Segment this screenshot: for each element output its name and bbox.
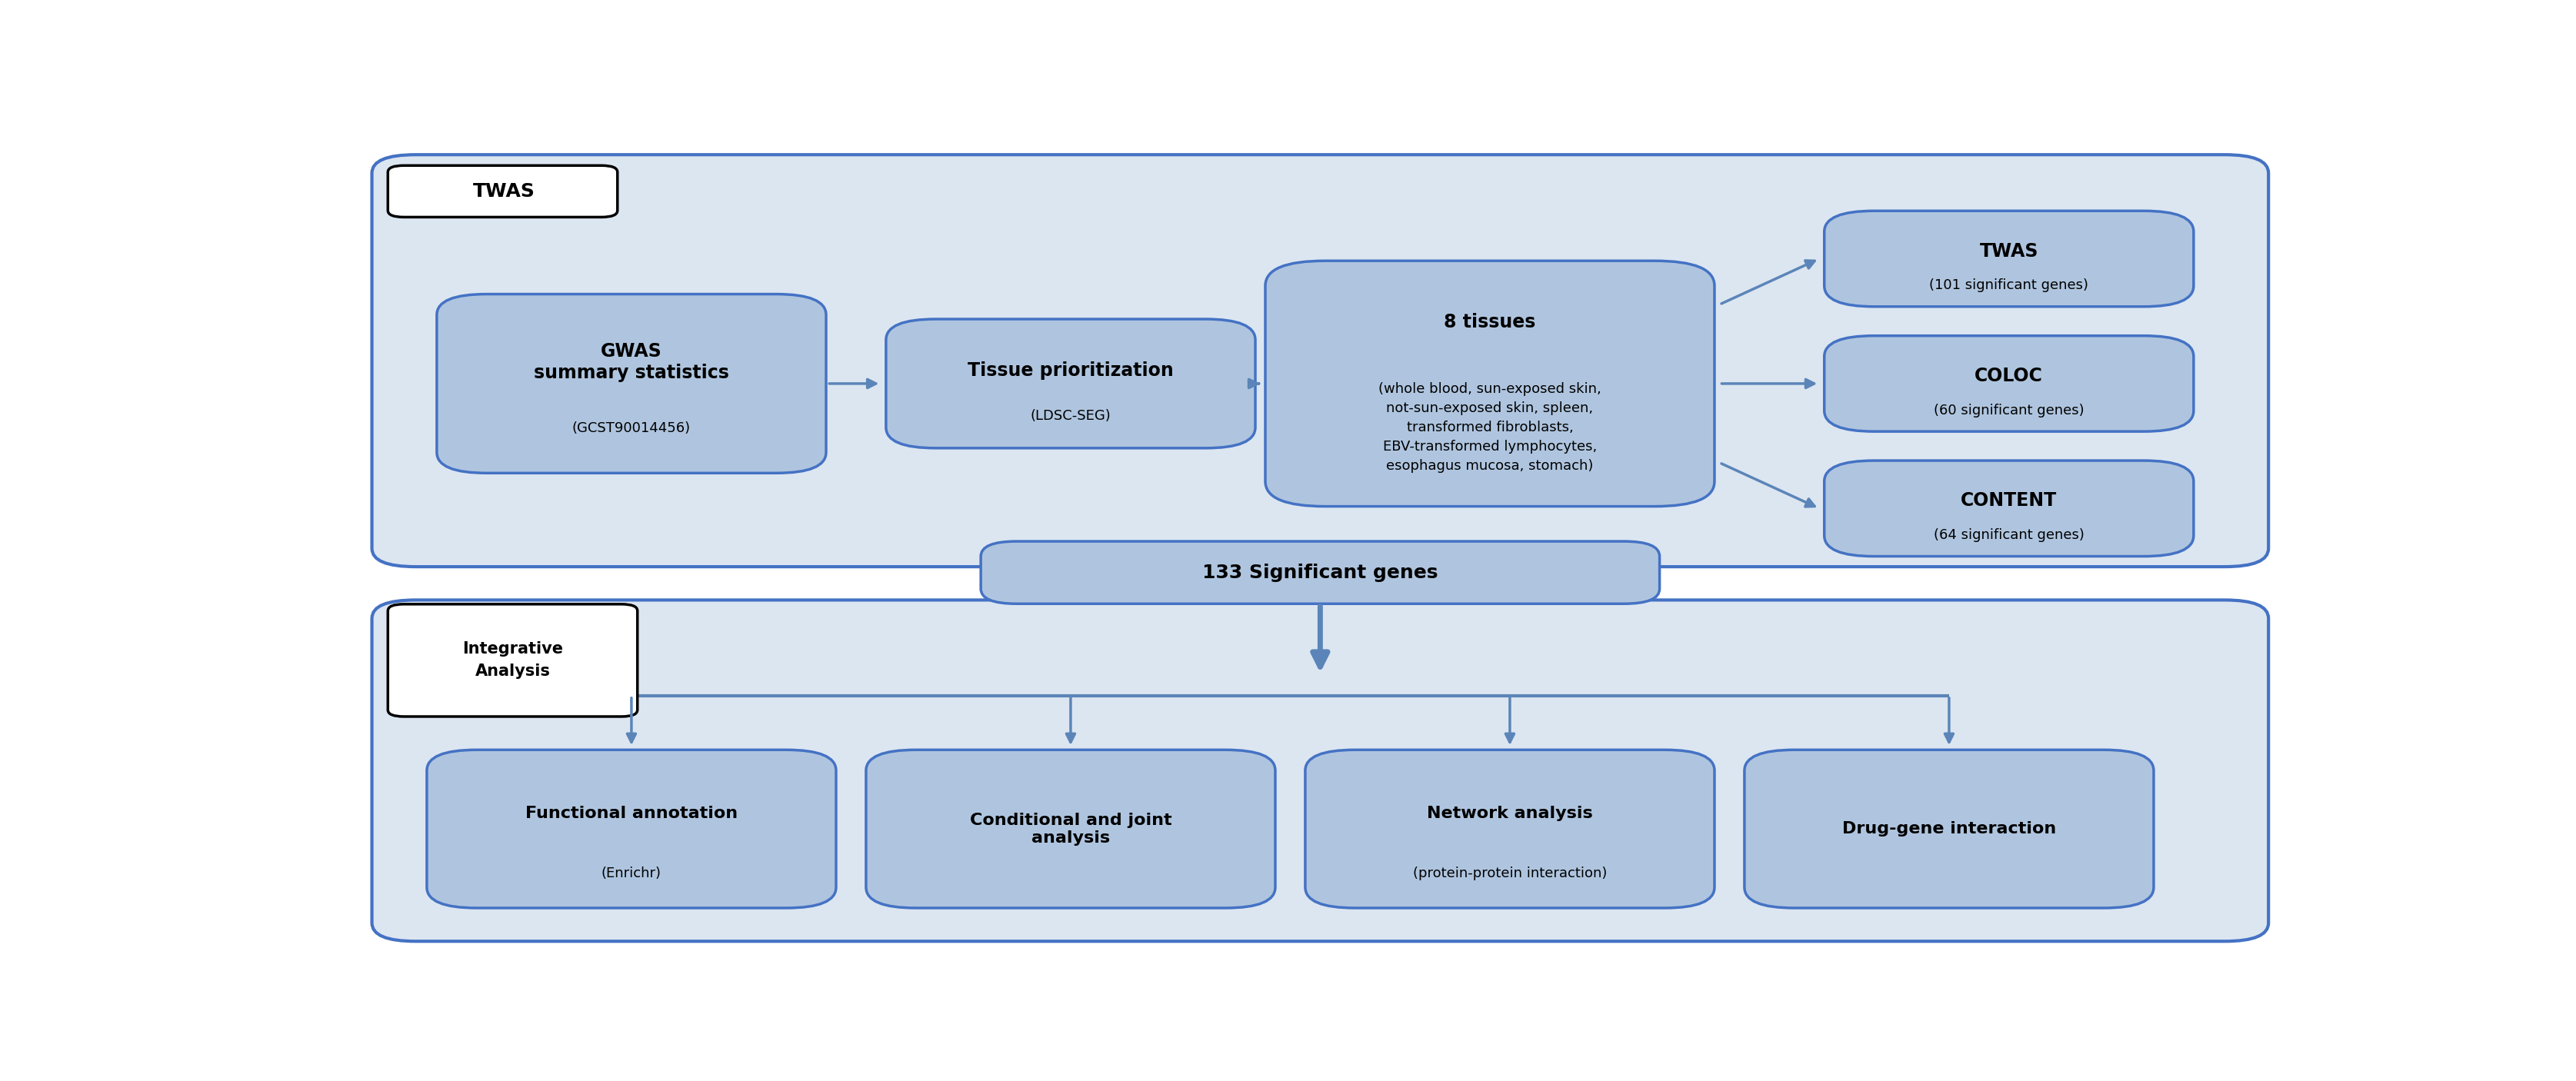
FancyBboxPatch shape [371, 600, 2269, 942]
Text: 133 Significant genes: 133 Significant genes [1203, 563, 1437, 582]
Text: TWAS: TWAS [471, 182, 536, 201]
FancyBboxPatch shape [1744, 750, 2154, 908]
FancyBboxPatch shape [389, 604, 636, 717]
FancyBboxPatch shape [1306, 750, 1716, 908]
Text: TWAS: TWAS [1978, 242, 2038, 261]
Text: GWAS
summary statistics: GWAS summary statistics [533, 343, 729, 382]
Text: (whole blood, sun-exposed skin,
not-sun-exposed skin, spleen,
transformed fibrob: (whole blood, sun-exposed skin, not-sun-… [1378, 383, 1602, 473]
Text: Network analysis: Network analysis [1427, 805, 1592, 820]
Text: CONTENT: CONTENT [1960, 492, 2058, 510]
Text: (60 significant genes): (60 significant genes) [1935, 403, 2084, 417]
Text: (64 significant genes): (64 significant genes) [1935, 529, 2084, 543]
Text: Drug-gene interaction: Drug-gene interaction [1842, 822, 2056, 837]
FancyBboxPatch shape [1824, 336, 2195, 431]
Text: Functional annotation: Functional annotation [526, 805, 737, 820]
FancyBboxPatch shape [886, 319, 1255, 449]
FancyBboxPatch shape [1265, 261, 1716, 506]
Text: COLOC: COLOC [1976, 366, 2043, 385]
Text: 8 tissues: 8 tissues [1445, 313, 1535, 332]
Text: Tissue prioritization: Tissue prioritization [969, 361, 1175, 379]
FancyBboxPatch shape [389, 165, 618, 217]
Text: (LDSC-SEG): (LDSC-SEG) [1030, 409, 1110, 423]
Text: Conditional and joint
analysis: Conditional and joint analysis [969, 812, 1172, 845]
Text: Integrative
Analysis: Integrative Analysis [461, 641, 564, 679]
FancyBboxPatch shape [438, 294, 827, 473]
FancyBboxPatch shape [371, 155, 2269, 566]
FancyBboxPatch shape [1824, 211, 2195, 307]
Text: (GCST90014456): (GCST90014456) [572, 422, 690, 436]
FancyBboxPatch shape [866, 750, 1275, 908]
FancyBboxPatch shape [428, 750, 837, 908]
Text: (protein-protein interaction): (protein-protein interaction) [1412, 866, 1607, 880]
Text: (101 significant genes): (101 significant genes) [1929, 279, 2089, 293]
Text: (Enrichr): (Enrichr) [600, 866, 662, 880]
FancyBboxPatch shape [981, 542, 1659, 604]
FancyBboxPatch shape [1824, 461, 2195, 557]
